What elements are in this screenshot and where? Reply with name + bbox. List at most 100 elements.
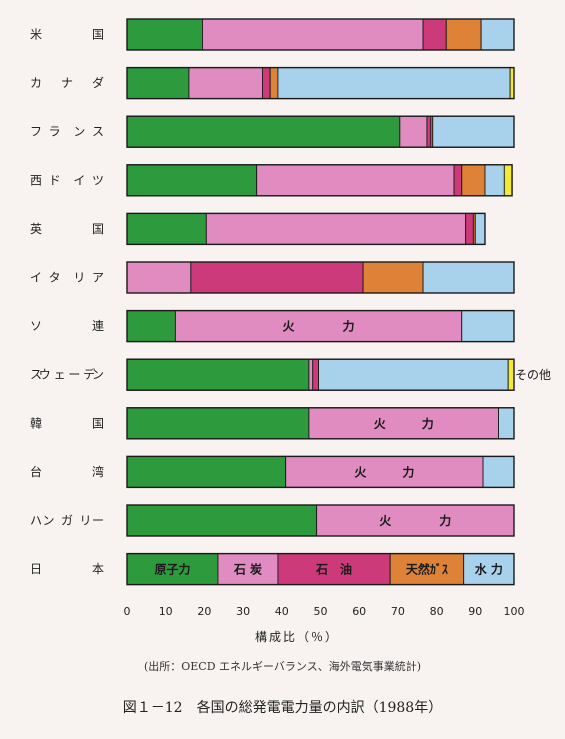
category-label-char: ン xyxy=(73,125,85,139)
category-label-char: 本 xyxy=(92,562,104,576)
bar-outline xyxy=(126,18,515,51)
bar-segment xyxy=(362,261,424,294)
category-label-char: ハ xyxy=(30,514,42,528)
category-label-char: ツ xyxy=(92,173,104,187)
category-label-char: ラ xyxy=(49,125,61,139)
bar-segment xyxy=(126,212,207,245)
bar-outline xyxy=(126,261,515,294)
bar-segment xyxy=(126,358,310,391)
segment-label: 原子力 xyxy=(154,562,190,577)
category-label-char: 台 xyxy=(30,464,42,479)
stacked-bar-chart: 米国カナダフランス西ドイツ英 国イタリアソ連火 力スウェーデン その他韓国火 力台湾… xyxy=(30,18,551,644)
category-label-char: イ xyxy=(73,173,85,187)
category-label-char: ガ xyxy=(61,514,73,528)
category-label: 台湾 xyxy=(30,464,104,479)
x-tick-label: 60 xyxy=(352,605,366,618)
bar-outline xyxy=(126,309,515,343)
x-axis-label: 構成比（％） xyxy=(255,630,339,644)
category-label-char: フ xyxy=(30,125,42,139)
bar-segment xyxy=(217,553,279,586)
bar-outline xyxy=(126,455,515,489)
category-label-char: 国 xyxy=(92,222,104,236)
segment-label: 石 炭 xyxy=(233,562,262,577)
bar-segment xyxy=(422,18,447,51)
category-label-char: 英 xyxy=(30,222,42,236)
category-label-char: 米 xyxy=(30,28,42,42)
x-tick-label: 30 xyxy=(236,605,250,618)
bar-outline xyxy=(126,504,515,537)
category-label-char: 湾 xyxy=(92,464,104,479)
segment-label: 石 油 xyxy=(315,562,352,577)
bar-segment xyxy=(318,358,509,391)
bar-segment xyxy=(126,407,310,440)
bar-segment xyxy=(277,67,511,100)
category-label: 西ドイツ xyxy=(30,173,104,187)
bar-segment xyxy=(507,358,515,391)
x-tick-label: 90 xyxy=(468,605,482,618)
category-label-char: 国 xyxy=(92,416,104,430)
segment-label: 火 力 xyxy=(283,319,355,334)
category-label: 日本 xyxy=(30,562,104,576)
bar-segment xyxy=(126,67,190,100)
bar-outline xyxy=(126,115,515,148)
category-label-char: タ xyxy=(49,271,61,285)
bar-segment xyxy=(445,18,482,51)
segment-label: 火 力 xyxy=(354,464,414,479)
bar-segment xyxy=(463,553,515,586)
category-label-char: カ xyxy=(30,76,42,90)
bar-segment xyxy=(432,115,515,148)
category-label-char: ン xyxy=(92,368,104,382)
category-label: ソ連 xyxy=(30,319,104,333)
category-label-char: ェ xyxy=(54,368,66,382)
bar-segment xyxy=(190,261,364,294)
bar-segment xyxy=(188,67,263,100)
category-label-char: ダ xyxy=(92,75,104,90)
bar-segment xyxy=(126,504,318,537)
category-label-char: イ xyxy=(30,271,42,285)
bar-segment xyxy=(461,310,515,343)
category-label-char: ス xyxy=(30,368,42,382)
category-label-char: ス xyxy=(92,125,104,139)
category-label: スウェーデン xyxy=(30,367,104,382)
x-tick-label: 20 xyxy=(197,605,211,618)
bar-segment xyxy=(174,310,463,343)
bar-segment xyxy=(126,455,287,488)
bar-segment xyxy=(312,358,320,391)
segment-label: 水 力 xyxy=(475,562,503,577)
category-label: フランス xyxy=(30,125,104,139)
x-tick-label: 40 xyxy=(275,605,289,618)
category-label: ハンガリー xyxy=(30,514,104,528)
bar-segment xyxy=(422,261,515,294)
segment-label: 天然ｶﾞｽ xyxy=(406,562,448,577)
x-tick-label: 0 xyxy=(124,605,131,618)
category-label-char: ナ xyxy=(61,76,73,90)
bar-segment xyxy=(205,212,467,245)
bar-segment xyxy=(126,164,258,197)
source-note: (出所：OECD エネルギーバランス、海外電気事業統計) xyxy=(143,660,422,673)
bar-segment xyxy=(453,164,463,197)
bar-segment xyxy=(482,455,515,488)
bar-outline xyxy=(126,407,515,440)
bar-outline xyxy=(126,66,515,100)
bar-segment xyxy=(126,261,192,294)
x-tick-label: 100 xyxy=(504,605,525,618)
category-label-char: ド xyxy=(49,173,61,187)
category-label-char: ー xyxy=(68,368,80,382)
bar-outline xyxy=(126,358,515,391)
bar-segment xyxy=(262,67,271,100)
category-label-char: 韓 xyxy=(30,416,42,430)
category-label-char: 国 xyxy=(92,28,104,42)
category-label-char: リ xyxy=(73,271,85,285)
segment-label: 火 力 xyxy=(379,513,451,528)
category-label-char: ソ xyxy=(30,319,42,333)
x-tick-label: 80 xyxy=(430,605,444,618)
segment-label: 火 力 xyxy=(374,416,434,431)
bar-segment xyxy=(465,212,474,245)
bar-segment xyxy=(426,115,432,148)
category-label: 英国 xyxy=(30,222,104,236)
category-label: 米国 xyxy=(30,28,104,42)
x-tick-label: 10 xyxy=(159,605,173,618)
bar-outline xyxy=(126,552,515,586)
bar-outline xyxy=(126,164,513,197)
